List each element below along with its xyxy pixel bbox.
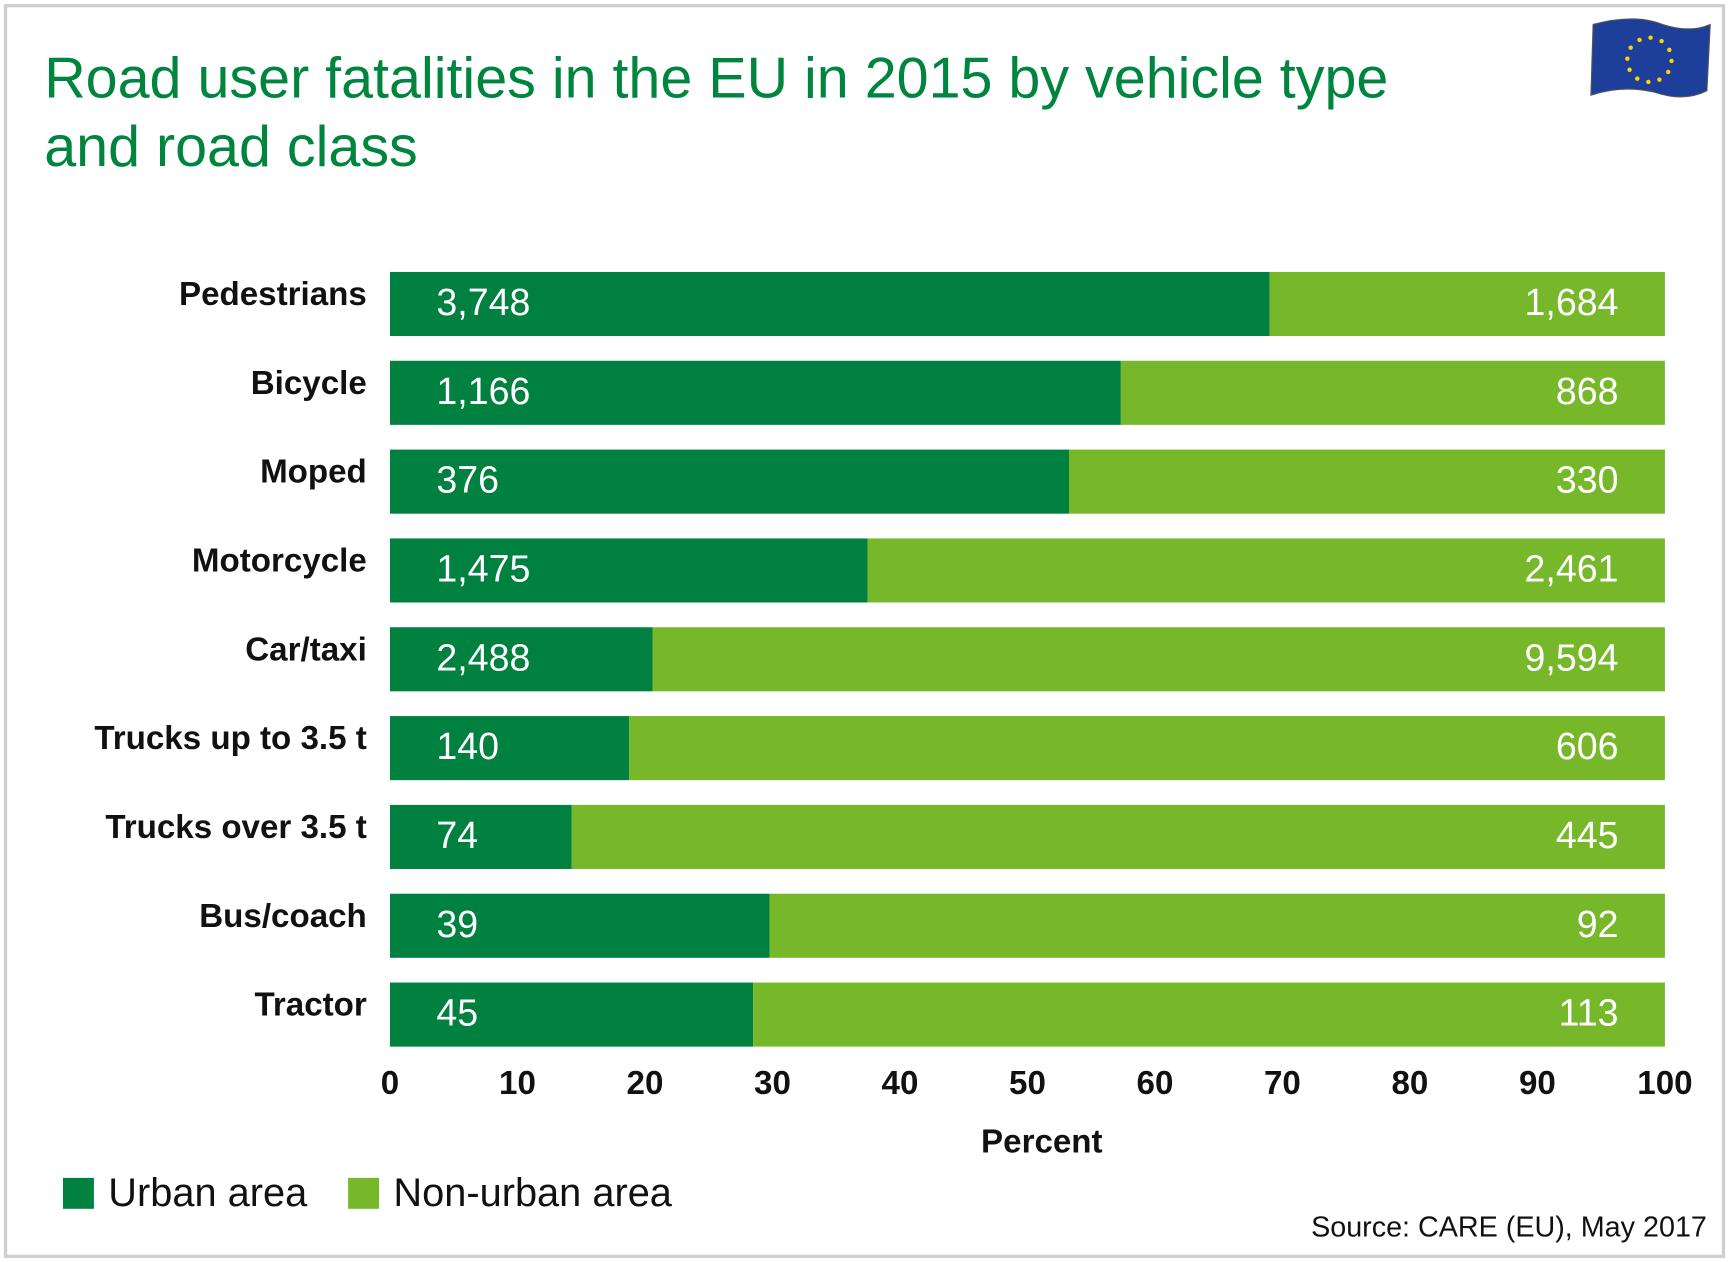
x-tick-label: 100 <box>1637 1065 1692 1102</box>
bar-segment <box>1120 360 1665 425</box>
x-tick-label: 40 <box>882 1065 919 1102</box>
legend-label: Urban area <box>108 1171 308 1215</box>
eu-flag <box>1590 18 1711 98</box>
y-tick-label: Bicycle <box>251 365 367 402</box>
y-tick-label: Tractor <box>254 987 366 1024</box>
data-label: 2,461 <box>1525 547 1619 589</box>
data-label: 1,475 <box>436 547 530 589</box>
data-label: 3,748 <box>436 281 530 323</box>
x-tick-label: 90 <box>1519 1065 1556 1102</box>
x-axis-label: Percent <box>981 1123 1103 1160</box>
y-tick-label: Trucks over 3.5 t <box>105 809 366 846</box>
x-tick-label: 10 <box>499 1065 536 1102</box>
bar-segment <box>629 716 1665 781</box>
bar-segment <box>389 449 1069 514</box>
x-tick-label: 30 <box>754 1065 791 1102</box>
bar-segment <box>753 982 1665 1047</box>
source: Source: CARE (EU), May 2017 <box>1311 1211 1707 1243</box>
x-tick-label: 70 <box>1264 1065 1301 1102</box>
y-tick-label: Moped <box>260 454 367 491</box>
bar-segment <box>389 716 630 781</box>
bar-segment <box>389 804 572 869</box>
data-label: 74 <box>436 814 478 856</box>
y-tick-label: Bus/coach <box>199 898 367 935</box>
data-label: 92 <box>1577 903 1619 945</box>
chart-title: Road user fatalities in the EU in 2015 b… <box>44 46 1388 110</box>
x-tick-label: 20 <box>627 1065 664 1102</box>
data-label: 39 <box>436 903 478 945</box>
y-tick-label: Car/taxi <box>245 631 367 668</box>
bar-segment <box>867 538 1665 603</box>
x-tick-label: 0 <box>381 1065 399 1102</box>
y-tick-label: Pedestrians <box>179 276 367 313</box>
legend-label: Non-urban area <box>393 1171 672 1215</box>
data-label: 376 <box>436 459 499 501</box>
chart-title: and road class <box>44 115 418 179</box>
data-label: 45 <box>436 992 478 1034</box>
bar-segment <box>389 538 868 603</box>
data-label: 445 <box>1556 814 1619 856</box>
data-label: 1,684 <box>1525 281 1619 323</box>
bar-segment <box>389 627 653 692</box>
x-tick-label: 60 <box>1137 1065 1174 1102</box>
x-tick-label: 50 <box>1009 1065 1046 1102</box>
data-label: 330 <box>1556 459 1619 501</box>
bar-segment <box>571 804 1665 869</box>
legend-swatch <box>62 1177 94 1209</box>
bar-segment <box>1068 449 1665 514</box>
data-label: 1,166 <box>436 370 530 412</box>
data-label: 2,488 <box>436 636 530 678</box>
data-label: 113 <box>1559 992 1619 1034</box>
bar-segment <box>389 893 770 958</box>
data-label: 9,594 <box>1525 636 1619 678</box>
bar-segment <box>652 627 1665 692</box>
bar-segment <box>769 893 1665 958</box>
data-label: 140 <box>436 725 499 767</box>
x-tick-label: 80 <box>1392 1065 1429 1102</box>
data-label: 868 <box>1556 370 1619 412</box>
bar-segment <box>389 360 1121 425</box>
data-label: 606 <box>1556 725 1619 767</box>
bar-segment <box>389 982 754 1047</box>
legend-swatch <box>348 1177 380 1209</box>
bar-segment <box>1269 271 1665 337</box>
y-tick-label: Trucks up to 3.5 t <box>94 720 366 757</box>
y-tick-label: Motorcycle <box>192 542 367 579</box>
bar-segment <box>389 271 1270 337</box>
